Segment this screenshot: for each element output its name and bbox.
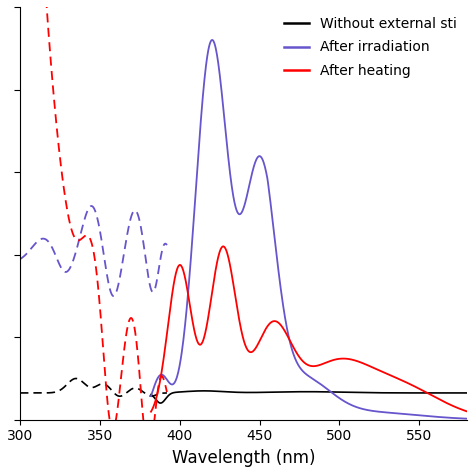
X-axis label: Wavelength (nm): Wavelength (nm): [172, 449, 315, 467]
Legend: Without external sti, After irradiation, After heating: Without external sti, After irradiation,…: [279, 11, 463, 84]
